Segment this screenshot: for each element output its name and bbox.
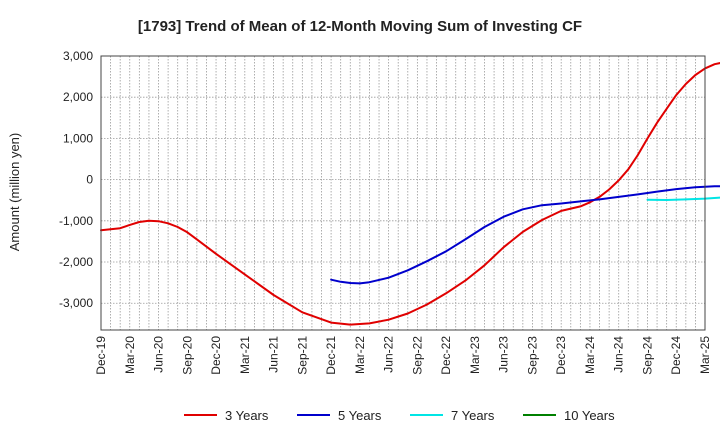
x-tick-label: Sep-22	[410, 336, 424, 375]
legend-label: 10 Years	[564, 408, 615, 423]
series-line-5-years	[330, 185, 720, 285]
x-tick-label: Sep-23	[525, 336, 539, 375]
chart-title: [1793] Trend of Mean of 12-Month Moving …	[138, 18, 582, 35]
x-tick-label: Sep-20	[180, 336, 194, 375]
series-lines	[100, 62, 720, 326]
x-tick-label: Mar-21	[238, 336, 252, 374]
grid-lines	[101, 55, 705, 330]
x-tick-label: Jun-20	[152, 336, 166, 373]
y-tick-labels: 3,000 2,000 1,000 0 -1,000 -2,000 -3,000	[59, 49, 93, 310]
x-tick-label: Dec-19	[94, 336, 108, 375]
plot-frame	[100, 55, 706, 331]
y-tick-label: -2,000	[59, 255, 93, 269]
x-tick-label: Mar-24	[583, 336, 597, 374]
x-tick-label: Mar-23	[468, 336, 482, 374]
x-tick-label: Jun-22	[382, 336, 396, 373]
series-line-7-years	[646, 196, 720, 201]
x-tick-label: Mar-25	[698, 336, 712, 374]
legend-label: 7 Years	[451, 408, 495, 423]
x-tick-label: Dec-21	[324, 336, 338, 375]
y-tick-label: 3,000	[63, 49, 93, 63]
x-tick-labels: Dec-19 Mar-20 Jun-20 Sep-20 Dec-20 Mar-21 Jun-…	[94, 336, 712, 375]
series-line-3-years	[100, 62, 720, 326]
x-tick-label: Mar-20	[123, 336, 137, 374]
legend-label: 5 Years	[338, 408, 382, 423]
x-tick-label: Sep-21	[295, 336, 309, 375]
y-tick-label: 2,000	[63, 90, 93, 104]
y-tick-label: 1,000	[63, 131, 93, 145]
legend-label: 3 Years	[225, 408, 269, 423]
x-tick-label: Dec-20	[209, 336, 223, 375]
x-tick-label: Sep-24	[640, 336, 654, 375]
x-tick-label: Jun-21	[267, 336, 281, 373]
y-axis-label: Amount (million yen)	[7, 133, 22, 252]
y-tick-label: -1,000	[59, 214, 93, 228]
x-tick-label: Dec-23	[554, 336, 568, 375]
x-tick-label: Dec-22	[439, 336, 453, 375]
x-tick-label: Mar-22	[353, 336, 367, 374]
x-tick-label: Jun-24	[612, 336, 626, 373]
y-tick-label: 0	[86, 173, 93, 187]
y-tick-label: -3,000	[59, 296, 93, 310]
legend: 3 Years 5 Years 7 Years 10 Years	[184, 408, 615, 423]
x-tick-label: Dec-24	[669, 336, 683, 375]
x-tick-label: Jun-23	[497, 336, 511, 373]
